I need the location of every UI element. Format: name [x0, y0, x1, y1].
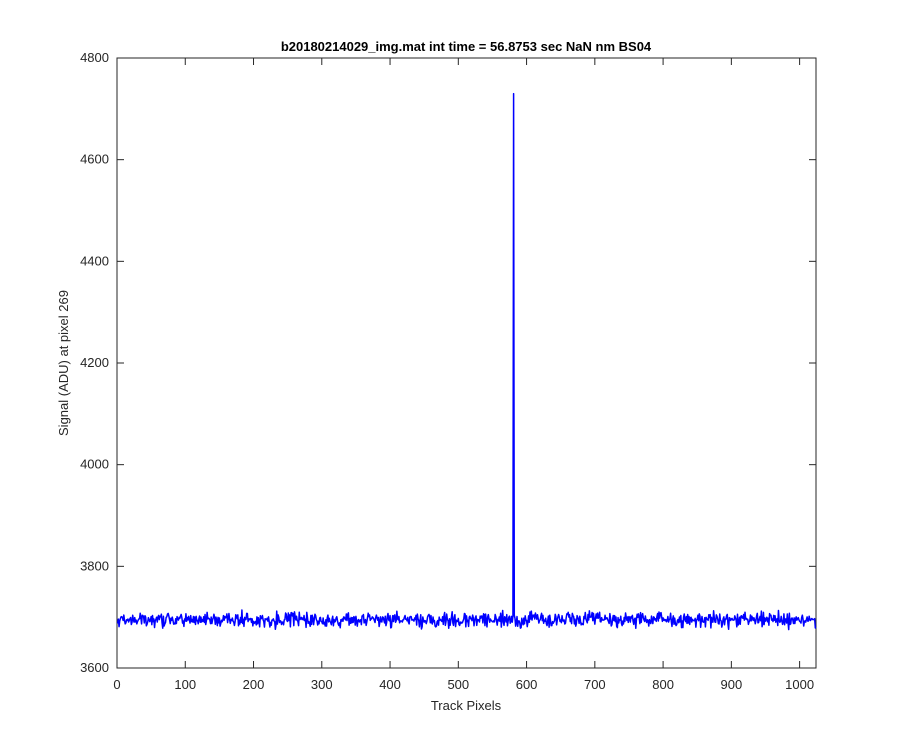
x-tick-label: 800: [652, 677, 674, 692]
y-tick-label: 4400: [80, 253, 109, 268]
x-tick-label: 300: [311, 677, 333, 692]
y-axis-label: Signal (ADU) at pixel 269: [56, 290, 71, 436]
x-tick-label: 400: [379, 677, 401, 692]
x-tick-label: 700: [584, 677, 606, 692]
y-tick-label: 4200: [80, 355, 109, 370]
x-tick-label: 900: [721, 677, 743, 692]
signal-series-line: [116, 92, 817, 631]
y-tick-label: 4000: [80, 457, 109, 472]
x-tick-label: 600: [516, 677, 538, 692]
x-axis-label: Track Pixels: [431, 698, 502, 713]
chart-title: b20180214029_img.mat int time = 56.8753 …: [281, 39, 652, 54]
y-tick-label: 4800: [80, 50, 109, 65]
y-tick-label: 3600: [80, 660, 109, 675]
x-tick-label: 200: [243, 677, 265, 692]
y-tick-label: 4600: [80, 152, 109, 167]
x-tick-label: 500: [447, 677, 469, 692]
x-tick-label: 100: [174, 677, 196, 692]
y-tick-label: 3800: [80, 558, 109, 573]
x-tick-label: 1000: [785, 677, 814, 692]
x-tick-label: 0: [113, 677, 120, 692]
plot-frame: [116, 57, 817, 669]
